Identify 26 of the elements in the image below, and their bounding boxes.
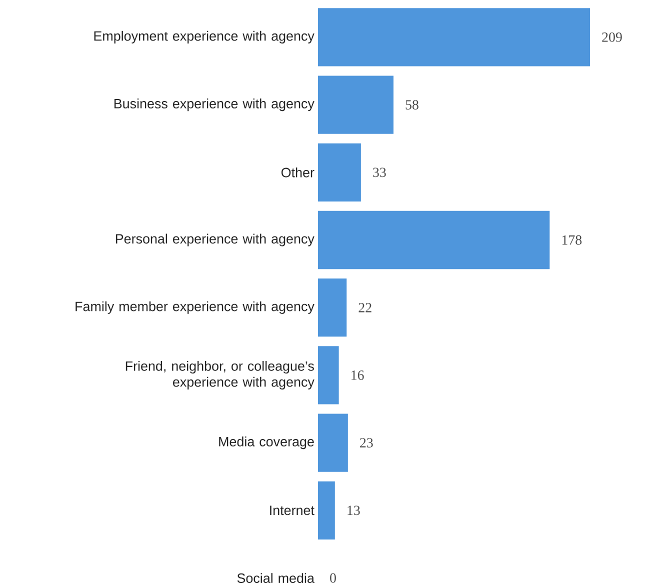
y-tick-label: Other (281, 167, 314, 178)
y-tick-label: Media coverage (219, 436, 314, 450)
y-tick-label: Personal experience with agency (116, 234, 314, 246)
data-label: 16 (352, 370, 364, 380)
y-tick-label: Family member experience with agency (76, 301, 314, 314)
y-tick-label: Employment experience with agency (94, 30, 314, 44)
bar (318, 8, 590, 66)
data-label: 13 (348, 506, 360, 516)
y-tick-label: Business experience with agency (114, 98, 314, 112)
bar (318, 210, 550, 270)
bar (318, 481, 335, 540)
data-label: 209 (602, 32, 622, 42)
data-label: 33 (373, 168, 386, 178)
data-label: 58 (406, 100, 418, 110)
data-label: 23 (360, 438, 373, 448)
bar (318, 143, 361, 202)
bar (318, 414, 348, 472)
data-label: 22 (358, 302, 372, 312)
bar (318, 346, 339, 404)
y-tick-label: Social media (237, 573, 314, 583)
y-tick-label: Friend, neighbor, or colleague’s experience with agency (126, 360, 314, 390)
bar (318, 278, 347, 337)
data-label: 178 (562, 235, 582, 245)
data-label: 0 (330, 573, 336, 583)
bar (318, 76, 394, 134)
y-tick-label: Internet (270, 506, 314, 516)
